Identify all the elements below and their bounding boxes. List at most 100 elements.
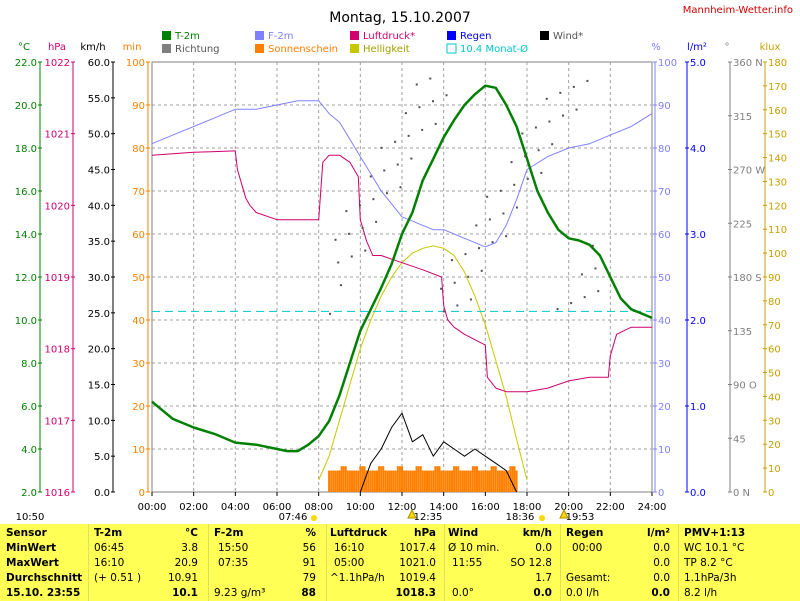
- axis-label-kmh: 50.0: [88, 130, 110, 141]
- series-helligkeit: [318, 245, 528, 481]
- luftdruck-trend: ^1.1hPa/h: [330, 572, 385, 584]
- axis-label-dir: 135: [733, 327, 752, 338]
- axis-label-min: 80: [132, 144, 145, 155]
- wind-direction-point: [385, 192, 388, 195]
- wind-direction-point: [591, 244, 594, 247]
- axis-label-dir: 315: [733, 112, 752, 123]
- legend-label-5: Richtung: [175, 44, 220, 55]
- axis-label-dir: 360 N: [733, 58, 763, 69]
- wind-direction-point: [434, 122, 437, 125]
- axis-label-pct: 100: [658, 58, 677, 69]
- x-tick-label: 06:00: [263, 502, 292, 513]
- wind-direction-point: [540, 171, 543, 174]
- t2m-min-value: 3.8: [181, 542, 198, 554]
- axis-unit-7: klux: [760, 42, 781, 53]
- table-col-f2m: F-2m% 15:50 56 07:35 91 79 9.23 g/m³ 88: [214, 527, 322, 601]
- axis-label-kmh: 35.0: [88, 237, 110, 248]
- x-tick-label: 04:00: [221, 502, 250, 513]
- axis-label-klux: 80: [768, 297, 781, 308]
- luftdruck-header: Luftdruck: [330, 527, 388, 539]
- wind-direction-point: [491, 241, 494, 244]
- axis-label-min: 10: [132, 445, 145, 456]
- regen-total-label: Gesamt:: [566, 572, 611, 584]
- wind-direction-point: [350, 255, 353, 258]
- luftdruck-max-value: 1021.0: [399, 557, 436, 569]
- regen-unit: l/m²: [647, 527, 670, 539]
- wind-direction-point: [361, 226, 364, 229]
- axis-label-kmh: 30.0: [88, 273, 110, 284]
- axis-label-min: 70: [132, 187, 145, 198]
- pmv-rate: 8.2 l/h: [684, 587, 718, 599]
- axis-label-pct: 40: [658, 316, 671, 327]
- wind-avg-label: Ø 10 min.: [448, 542, 500, 554]
- axis-label-klux: 130: [768, 177, 787, 188]
- axis-unit-6: °: [725, 42, 730, 53]
- wind-direction-point: [399, 186, 402, 189]
- wind-direction-point: [348, 232, 351, 235]
- site-label: Mannheim-Wetter.info: [683, 5, 793, 16]
- wind-direction-point: [502, 212, 505, 215]
- x-tick-label: 18:00: [513, 502, 542, 513]
- sun-event-dot-0: [311, 515, 317, 521]
- wind-direction-point: [383, 169, 386, 172]
- wind-direction-point: [486, 195, 489, 198]
- axis-label-kmh: 5.0: [94, 452, 110, 463]
- event-label-0: 10:50: [16, 512, 45, 523]
- axis-label-min: 60: [132, 230, 145, 241]
- t2m-min-time: 06:45: [94, 542, 125, 554]
- luftdruck-current-value: 1018.3: [395, 587, 436, 599]
- wind-direction-point: [410, 157, 413, 160]
- axis-label-temp: 18.0: [15, 144, 37, 155]
- wind-direction-point: [480, 269, 483, 272]
- axis-label-temp: 6.0: [21, 402, 37, 413]
- sensor-minwert: MinWert: [6, 542, 57, 554]
- wind-direction: 0.0°: [452, 587, 474, 599]
- wind-direction-point: [358, 204, 361, 207]
- axis-label-kmh: 10.0: [88, 416, 110, 427]
- axis-label-klux: 60: [768, 345, 781, 356]
- wind-direction-point: [369, 175, 372, 178]
- axis-label-min: 30: [132, 359, 145, 370]
- wind-direction-point: [475, 224, 478, 227]
- wind-direction-point: [505, 235, 508, 238]
- legend-label-8: 10.4 Monat-Ø: [460, 43, 528, 55]
- wind-direction-point: [456, 304, 459, 307]
- wind-direction-point: [524, 155, 527, 158]
- f2m-current-value: 88: [301, 587, 316, 599]
- luftdruck-min-value: 1017.4: [399, 542, 436, 554]
- wind-direction-point: [548, 120, 551, 123]
- axis-label-pct: 70: [658, 187, 671, 198]
- x-tick-label: 02:00: [179, 502, 208, 513]
- regen-rate: 0.0 l/h: [566, 587, 600, 599]
- sensor-header: Sensor: [6, 527, 47, 539]
- axis-label-pct: 0: [658, 488, 664, 499]
- sensor-current: 15.10. 23:55: [6, 587, 81, 599]
- wind-direction-point: [513, 183, 516, 186]
- wind-direction-point: [337, 261, 340, 264]
- wind-direction-point: [515, 206, 518, 209]
- wind-direction-point: [404, 112, 407, 115]
- wind-direction-point: [537, 149, 540, 152]
- axis-label-pct: 80: [658, 144, 671, 155]
- axis-label-klux: 180: [768, 58, 787, 69]
- legend-label-4: Wind*: [553, 31, 583, 42]
- regen-time: 00:00: [572, 542, 603, 554]
- sensor-durchschnitt: Durchschnitt: [6, 572, 83, 584]
- axis-label-dir: 270 W: [733, 166, 765, 177]
- wind-direction-point: [521, 132, 524, 135]
- legend-swatch-3: [447, 31, 456, 40]
- event-label-2: 12:35: [414, 512, 443, 523]
- axis-label-min: 50: [132, 273, 145, 284]
- wind-direction-point: [415, 83, 418, 86]
- wind-direction-point: [556, 308, 559, 311]
- x-tick-label: 10:00: [346, 502, 375, 513]
- legend-swatch-1: [255, 31, 264, 40]
- wind-direction-point: [339, 284, 342, 287]
- axis-label-min: 40: [132, 316, 145, 327]
- table-col-regen: Regen l/m² 00:00 0.0 0.0 Gesamt: 0.0 0.0 l/…: [566, 527, 674, 601]
- wind-direction-point: [572, 85, 575, 88]
- table-col-sensor: Sensor MinWert MaxWert Durchschnitt 15.1…: [6, 527, 86, 601]
- axis-label-kmh: 20.0: [88, 345, 110, 356]
- legend-label-3: Regen: [460, 31, 492, 42]
